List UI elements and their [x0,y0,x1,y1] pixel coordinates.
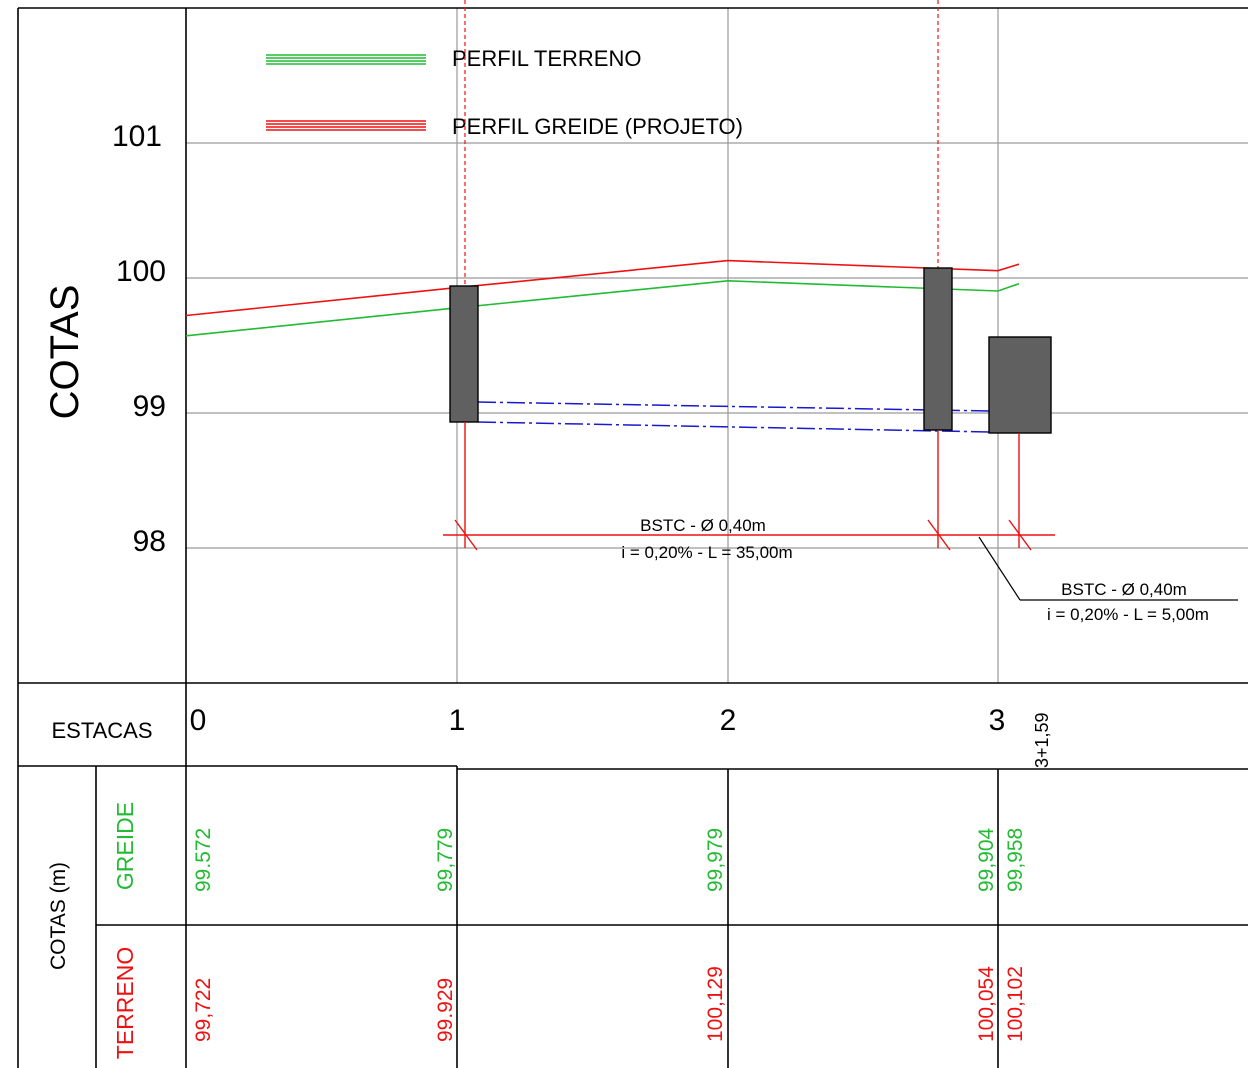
station-0: 0 [190,704,207,737]
axis-title: COTAS [43,285,87,420]
terrain-profile-line [185,279,1020,337]
terreno-value-2: 100,129 [704,966,727,1042]
box-structure-3 [988,336,1052,434]
pipe-main-label-1: BSTC - Ø 0,40m [640,516,766,535]
terreno-value-4: 100,102 [1004,966,1027,1042]
station-3: 3 [989,704,1006,737]
legend: PERFIL TERRENO PERFIL GREIDE (PROJETO) [266,46,743,139]
cotas-header: COTAS (m) [47,862,70,970]
terreno-value-3: 100,054 [975,966,998,1042]
axis-tick-101: 101 [112,120,162,153]
pipe [477,401,991,433]
axis-tick-100: 100 [116,255,166,288]
terreno-value-0: 99,722 [192,978,215,1042]
grade-profile-line [185,259,1020,317]
axis-tick-98: 98 [133,525,166,558]
station-2: 2 [720,704,737,737]
legend-grade-label: PERFIL GREIDE (PROJETO) [452,114,743,139]
reference-lines [464,0,939,286]
structures [449,267,1052,434]
greide-values: 99.572 99,779 99,979 99,904 99,958 [192,827,1027,892]
box-structure-1 [449,285,479,423]
station-1: 1 [449,704,466,737]
profiles [185,259,1020,337]
greide-value-3: 99,904 [975,827,998,892]
terreno-value-1: 99.929 [434,978,457,1042]
leader-line [978,536,1238,601]
row-terreno-label: TERRENO [112,947,138,1059]
pipe-invert-main [477,421,991,433]
dimension-tick-3 [1008,519,1032,551]
pipe-crown-main [477,401,991,412]
pipe-short-label-2: i = 0,20% - L = 5,00m [1047,605,1209,624]
pipe-main-label-2: i = 0,20% - L = 35,00m [621,543,792,562]
greide-value-4: 99,958 [1004,828,1027,892]
estacas-header: ESTACAS [51,718,152,743]
box-structure-2 [923,267,953,431]
grid [186,8,1248,683]
greide-value-1: 99,779 [434,828,457,892]
dimension-tick-1 [454,519,478,551]
greide-value-2: 99,979 [704,828,727,892]
axis-tick-99: 99 [133,390,166,423]
legend-terrain-label: PERFIL TERRENO [452,46,641,71]
row-greide-label: GREIDE [112,802,138,890]
terreno-values: 99,722 99.929 100,129 100,054 100,102 [192,966,1027,1042]
dimension-tick-2 [927,519,951,551]
leader-diagonal [978,536,1021,601]
frame [17,7,1248,1068]
legend-terrain-swatch [266,54,426,65]
dimension-lines [443,422,1055,551]
legend-grade-swatch [266,120,426,131]
pipe-short-label-1: BSTC - Ø 0,40m [1061,580,1187,599]
station-3-plus: 3+1,59 [1032,712,1052,768]
greide-value-0: 99.572 [192,828,215,892]
